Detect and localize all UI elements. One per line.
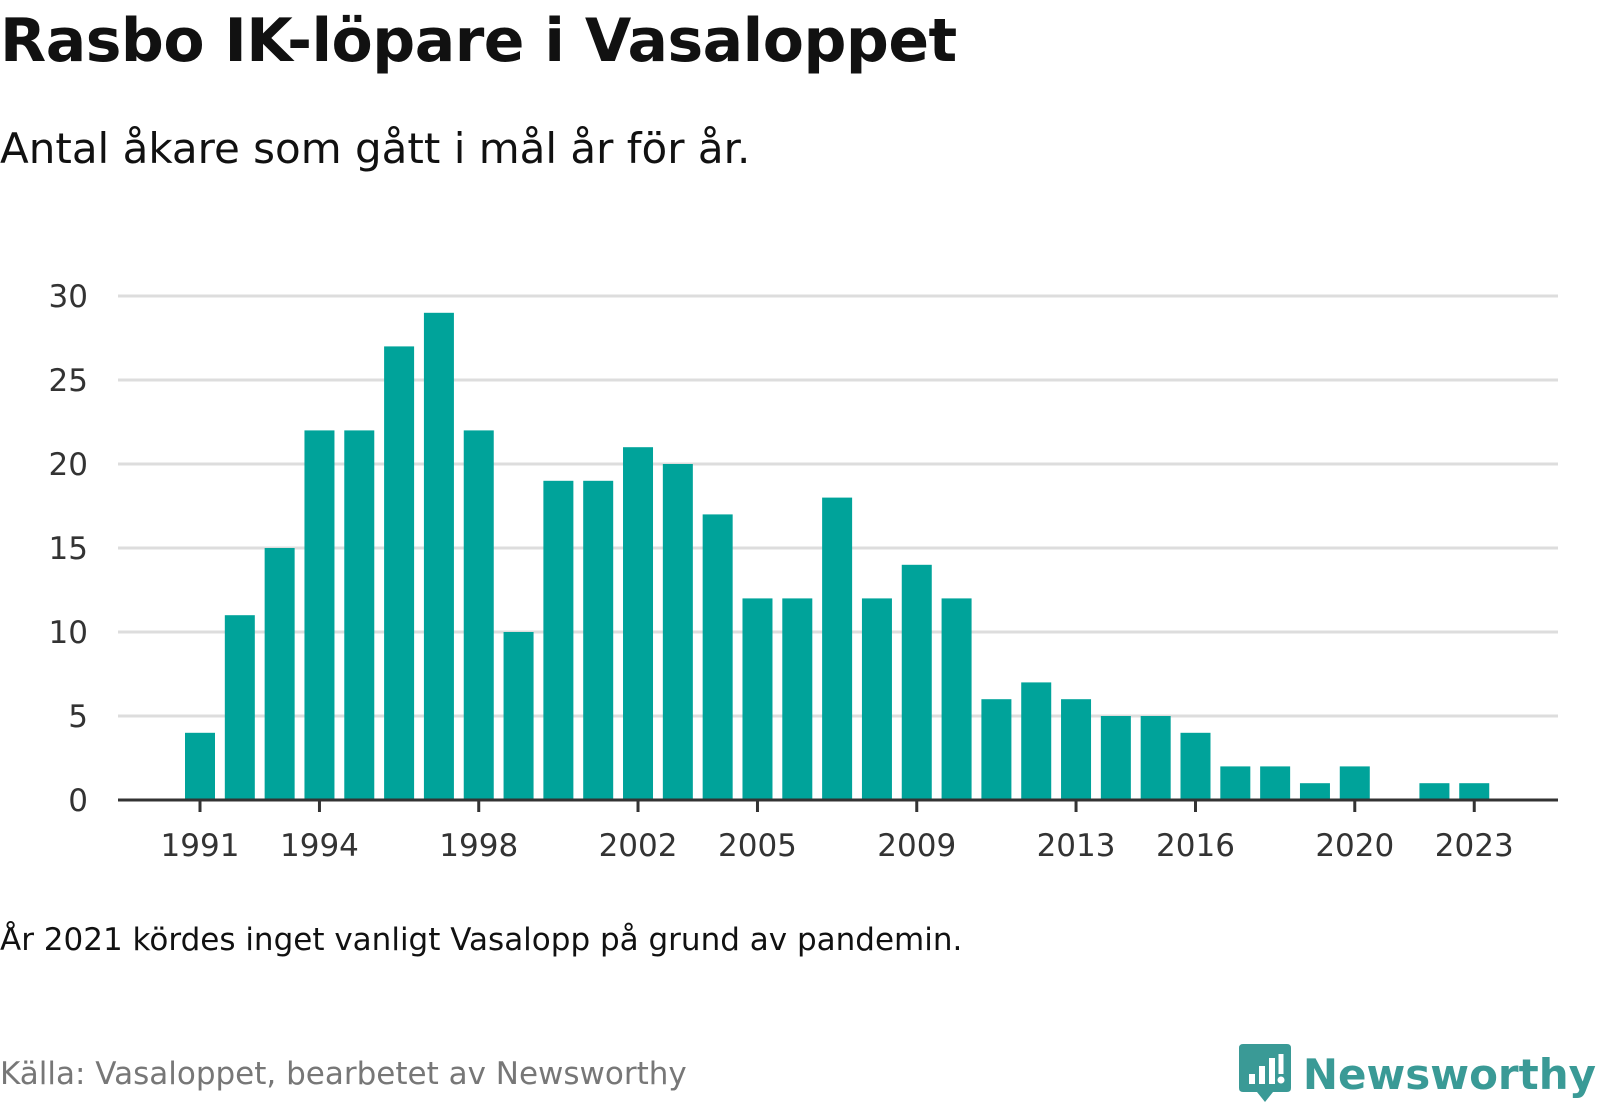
x-tick-label: 2013 bbox=[1037, 828, 1116, 864]
y-tick-label: 0 bbox=[68, 783, 88, 819]
bar-2002 bbox=[623, 447, 654, 800]
bar-2017 bbox=[1220, 766, 1251, 800]
bar-2018 bbox=[1260, 766, 1291, 800]
bar-2020 bbox=[1339, 766, 1370, 800]
bar-1994 bbox=[304, 430, 335, 800]
bar-2006 bbox=[782, 598, 813, 800]
bar-1997 bbox=[423, 312, 454, 800]
bars bbox=[185, 312, 1490, 800]
bar-chart: 0 5 10 15 20 25 30 1991 1994 1998 2002 2005 2009 2013… bbox=[49, 279, 1558, 864]
bar-1996 bbox=[384, 346, 415, 800]
bar-2015 bbox=[1140, 716, 1171, 800]
x-tick-label: 1991 bbox=[161, 828, 240, 864]
bar-1995 bbox=[344, 430, 375, 800]
x-tick-label: 2002 bbox=[599, 828, 678, 864]
bar-2009 bbox=[901, 564, 932, 800]
x-tick-label: 1994 bbox=[280, 828, 359, 864]
bar-2023 bbox=[1459, 783, 1490, 800]
chart-title: Rasbo IK-löpare i Vasaloppet bbox=[0, 6, 957, 76]
y-tick-label: 5 bbox=[68, 699, 88, 735]
bar-2004 bbox=[702, 514, 733, 800]
bar-1992 bbox=[224, 615, 255, 800]
x-tick-label: 2020 bbox=[1315, 828, 1394, 864]
axes: 0 5 10 15 20 25 30 1991 1994 1998 2002 2005 2009 2013… bbox=[49, 279, 1558, 864]
bar-2003 bbox=[662, 464, 693, 800]
bar-2014 bbox=[1100, 716, 1131, 800]
chart-footnote: År 2021 kördes inget vanligt Vasalopp på… bbox=[0, 922, 963, 958]
x-tick-label: 2009 bbox=[877, 828, 956, 864]
chart-subtitle: Antal åkare som gått i mål år för år. bbox=[0, 124, 751, 173]
bar-2001 bbox=[583, 480, 614, 800]
bar-2012 bbox=[1021, 682, 1052, 800]
bar-2016 bbox=[1180, 732, 1211, 800]
bar-2007 bbox=[822, 497, 853, 800]
newsworthy-logo-icon bbox=[1238, 1044, 1291, 1102]
bar-2008 bbox=[861, 598, 892, 800]
bar-2011 bbox=[981, 699, 1012, 800]
bar-2013 bbox=[1061, 699, 1092, 800]
bar-2005 bbox=[742, 598, 773, 800]
bar-2010 bbox=[941, 598, 972, 800]
bar-1998 bbox=[463, 430, 494, 800]
x-tick-label: 2016 bbox=[1156, 828, 1235, 864]
y-tick-label: 30 bbox=[49, 279, 88, 315]
y-tick-label: 20 bbox=[49, 447, 88, 483]
bar-1999 bbox=[503, 632, 534, 800]
brand-name: Newsworthy bbox=[1302, 1049, 1596, 1099]
bar-2000 bbox=[543, 480, 574, 800]
x-tick-label: 2023 bbox=[1435, 828, 1514, 864]
x-tick-label: 2005 bbox=[718, 828, 797, 864]
y-tick-label: 25 bbox=[49, 363, 88, 399]
bar-2022 bbox=[1419, 783, 1450, 800]
x-tick-label: 1998 bbox=[439, 828, 518, 864]
y-tick-label: 10 bbox=[49, 615, 88, 651]
newsworthy-brand: Newsworthy bbox=[1238, 1044, 1596, 1104]
bar-1993 bbox=[264, 548, 295, 800]
y-tick-label: 15 bbox=[49, 531, 88, 567]
bar-2019 bbox=[1299, 783, 1330, 800]
source-text: Källa: Vasaloppet, bearbetet av Newswort… bbox=[0, 1056, 687, 1092]
bar-1991 bbox=[185, 732, 215, 800]
